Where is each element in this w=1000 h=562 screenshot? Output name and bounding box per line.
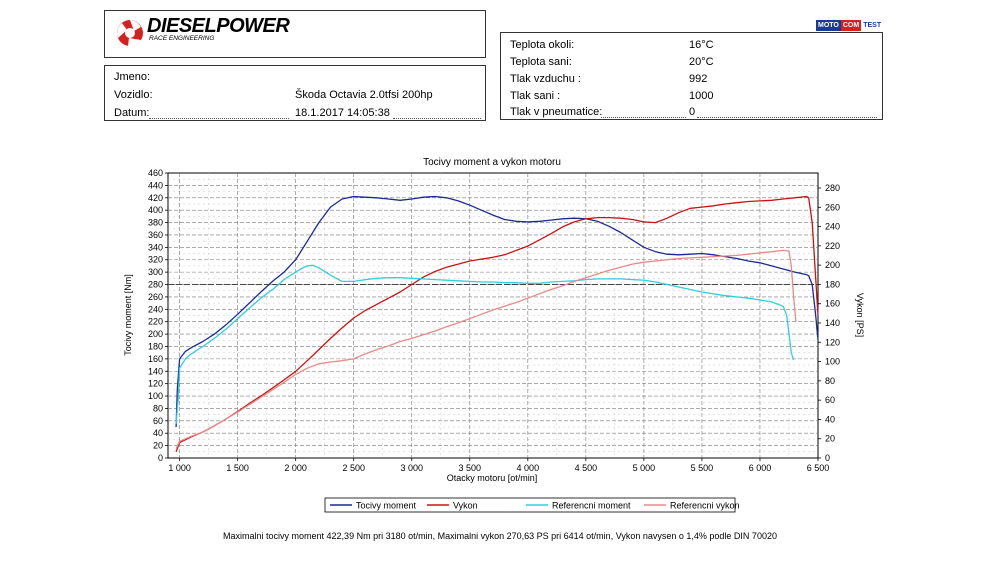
y-left-tick-label: 180 [148, 341, 163, 351]
cond-label-air-pressure: Tlak vzduchu : [510, 73, 581, 85]
y-left-tick-label: 280 [148, 280, 163, 290]
cond-value-temp-ambient: 16°C [689, 39, 714, 51]
legend-label: Referencni moment [552, 501, 631, 511]
y-right-tick-label: 180 [825, 279, 840, 289]
cond-label-tire-pressure: Tlak v pneumatice: [510, 106, 603, 118]
y-left-tick-label: 60 [153, 416, 163, 426]
tire-leader-right [697, 117, 877, 118]
y-right-tick-label: 260 [825, 202, 840, 212]
cond-label-temp-ambient: Teplota okoli: [510, 39, 575, 51]
date-leader-right [393, 118, 481, 119]
y-left-tick-label: 400 [148, 205, 163, 215]
y-left-tick-label: 80 [153, 403, 163, 413]
x-tick-label: 6 000 [749, 463, 772, 473]
series-line-referencni-vykon [175, 249, 797, 449]
brand-tagline: RACE ENGINEERING [149, 35, 215, 42]
y-left-tick-label: 0 [158, 453, 163, 463]
x-tick-label: 4 000 [517, 463, 540, 473]
y-right-tick-label: 0 [825, 453, 830, 463]
y-right-tick-label: 200 [825, 260, 840, 270]
brand-name: DIESELPOWER [147, 15, 290, 37]
badge-moto: MOTO [816, 20, 841, 31]
y-left-tick-label: 360 [148, 230, 163, 240]
cond-label-intake-pressure: Tlak sani : [510, 90, 561, 102]
x-tick-label: 2 000 [284, 463, 307, 473]
y-left-tick-label: 380 [148, 218, 163, 228]
series-line-tocivy-moment [175, 195, 819, 428]
x-tick-label: 6 500 [807, 463, 830, 473]
legend-label: Tocivy moment [356, 501, 417, 511]
y-right-tick-label: 240 [825, 222, 840, 232]
chart-title: Tocivy moment a vykon motoru [423, 157, 561, 168]
y-axis-right-label: Vykon [PS] [855, 293, 865, 337]
cond-value-tire-pressure: 0 [689, 106, 696, 118]
chart-legend: Tocivy moment Vykon Referencni moment Refer… [324, 497, 740, 513]
y-left-tick-label: 140 [148, 366, 163, 376]
y-left-tick-label: 260 [148, 292, 163, 302]
y-right-tick-label: 160 [825, 299, 840, 309]
x-tick-label: 4 500 [575, 463, 598, 473]
y-right-tick-label: 20 [825, 434, 835, 444]
y-left-tick-label: 160 [148, 354, 163, 364]
x-tick-label: 5 500 [691, 463, 714, 473]
badge-com: COM [840, 20, 862, 31]
chart-grid [167, 172, 819, 459]
chart-series [175, 195, 819, 453]
chart-axes: 0204060801001201401601802002202402602803… [148, 168, 840, 473]
y-left-tick-label: 100 [148, 391, 163, 401]
cond-label-temp-intake: Teplota sani: [510, 56, 572, 68]
name-label: Jmeno: [114, 71, 151, 83]
date-leader [149, 118, 289, 119]
y-left-tick-label: 240 [148, 304, 163, 314]
vehicle-label: Vozidlo: [114, 89, 153, 101]
y-right-tick-label: 120 [825, 337, 840, 347]
tire-leader [601, 117, 686, 118]
y-axis-left-label: Tocivy moment [Nm] [123, 274, 133, 356]
y-left-tick-label: 460 [148, 168, 163, 178]
cond-value-air-pressure: 992 [689, 73, 708, 85]
y-left-tick-label: 220 [148, 317, 163, 327]
y-right-tick-label: 60 [825, 395, 835, 405]
y-right-tick-label: 100 [825, 357, 840, 367]
chart-footer-summary: Maximalni tocivy moment 422,39 Nm pri 31… [223, 531, 777, 541]
y-right-tick-label: 40 [825, 414, 835, 424]
cond-value-intake-pressure: 1000 [689, 90, 714, 102]
motocomtest-badge: MOTO COM TEST [816, 20, 883, 31]
y-left-tick-label: 440 [148, 180, 163, 190]
y-left-tick-label: 120 [148, 379, 163, 389]
legend-label: Vykon [453, 501, 478, 511]
series-line-referencni-moment [175, 264, 795, 424]
legend-label: Referencni vykon [670, 501, 740, 511]
date-value: 18.1.2017 14:05:38 [295, 107, 390, 119]
vehicle-info-panel: Jmeno: Vozidlo: Škoda Octavia 2.0tfsi 20… [104, 65, 486, 121]
y-left-tick-label: 20 [153, 441, 163, 451]
badge-test: TEST [863, 22, 882, 29]
y-left-tick-label: 340 [148, 242, 163, 252]
conditions-panel: Teplota okoli: 16°C Teplota sani: 20°C T… [500, 32, 883, 120]
x-tick-label: 2 500 [342, 463, 365, 473]
y-right-tick-label: 280 [825, 183, 840, 193]
x-tick-label: 3 500 [459, 463, 482, 473]
logo-panel: DIESELPOWER RACE ENGINEERING [104, 10, 486, 58]
y-left-tick-label: 420 [148, 193, 163, 203]
dieselpower-logo [117, 20, 143, 47]
x-tick-label: 3 000 [400, 463, 423, 473]
y-left-tick-label: 200 [148, 329, 163, 339]
x-axis-label: Otacky motoru [ot/min] [447, 473, 538, 483]
y-left-tick-label: 300 [148, 267, 163, 277]
x-tick-label: 1 000 [168, 463, 191, 473]
x-tick-label: 1 500 [226, 463, 249, 473]
y-left-tick-label: 320 [148, 255, 163, 265]
x-tick-label: 5 000 [633, 463, 656, 473]
date-label: Datum: [114, 107, 150, 119]
y-right-tick-label: 220 [825, 241, 840, 251]
cond-value-temp-intake: 20°C [689, 56, 714, 68]
vehicle-value: Škoda Octavia 2.0tfsi 200hp [295, 89, 433, 101]
y-right-tick-label: 140 [825, 318, 840, 328]
series-line-vykon [175, 195, 819, 453]
y-right-tick-label: 80 [825, 376, 835, 386]
y-left-tick-label: 40 [153, 428, 163, 438]
